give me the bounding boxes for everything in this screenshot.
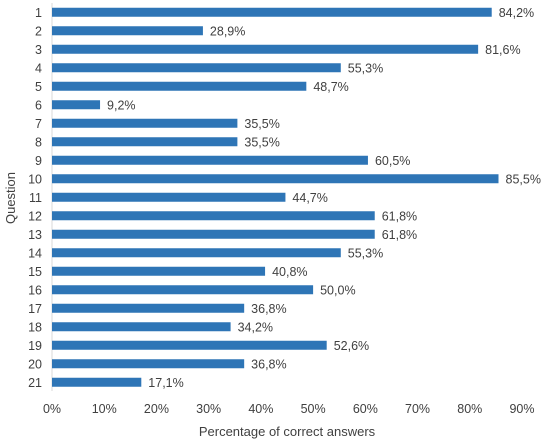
category-label: 6 [35,98,42,112]
bar-question-8 [52,137,238,147]
category-label: 11 [29,191,42,205]
x-tick-label: 30% [196,402,221,416]
data-label: 35,5% [244,135,279,149]
category-label: 19 [28,339,42,353]
y-axis-title: Question [3,172,18,224]
category-label: 12 [28,209,42,223]
category-label: 16 [28,283,42,297]
x-tick-label: 70% [405,402,430,416]
data-label: 55,3% [348,61,383,75]
category-label: 13 [28,228,42,242]
data-label: 61,8% [382,209,417,223]
category-label: 21 [28,376,42,390]
category-label: 17 [28,302,42,316]
data-label: 36,8% [251,357,286,371]
data-label: 44,7% [292,191,327,205]
bar-question-17 [52,303,245,313]
data-label: 28,9% [210,24,245,38]
bar-question-6 [52,100,101,110]
data-label: 36,8% [251,302,286,316]
bar-question-14 [52,248,341,258]
bar-question-2 [52,26,203,36]
bar-question-1 [52,7,492,17]
bar-question-11 [52,192,286,202]
data-label: 48,7% [313,80,348,94]
data-label: 50,0% [320,283,355,297]
category-label: 3 [35,43,42,57]
data-label: 55,3% [348,246,383,260]
category-label: 5 [35,80,42,94]
category-label: 7 [35,117,42,131]
data-label: 60,5% [375,154,410,168]
bar-question-19 [52,340,327,350]
x-tick-label: 0% [43,402,61,416]
bar-question-16 [52,285,314,295]
category-label: 10 [28,172,42,186]
data-label: 52,6% [334,339,369,353]
bar-question-9 [52,155,368,165]
data-label: 9,2% [107,98,135,112]
bar-question-12 [52,211,375,221]
category-label: 8 [35,135,42,149]
category-label: 1 [35,6,42,20]
category-label: 4 [35,61,42,75]
x-tick-label: 10% [92,402,117,416]
data-label: 17,1% [148,376,183,390]
bar-question-18 [52,322,231,332]
bar-question-4 [52,63,341,73]
data-label: 35,5% [244,117,279,131]
category-label: 20 [28,357,42,371]
bar-question-3 [52,44,479,54]
x-axis-title: Percentage of correct answers [199,424,376,439]
bar-question-15 [52,266,266,276]
bar-question-21 [52,377,142,387]
category-label: 2 [35,24,42,38]
bar-question-5 [52,81,307,91]
bar-question-7 [52,118,238,128]
data-label: 85,5% [506,172,541,186]
x-tick-label: 90% [509,402,534,416]
data-label: 61,8% [382,228,417,242]
data-label: 81,6% [485,43,520,57]
category-label: 18 [28,320,42,334]
category-label: 9 [35,154,42,168]
x-tick-label: 40% [248,402,273,416]
x-tick-label: 80% [457,402,482,416]
x-tick-label: 50% [301,402,326,416]
x-tick-label: 20% [144,402,169,416]
x-tick-label: 60% [353,402,378,416]
bar-question-13 [52,229,375,239]
category-label: 15 [28,265,42,279]
data-label: 34,2% [238,320,273,334]
data-label: 40,8% [272,265,307,279]
data-label: 84,2% [499,6,534,20]
bar-question-20 [52,359,245,369]
category-label: 14 [28,246,42,260]
bar-question-10 [52,174,499,184]
